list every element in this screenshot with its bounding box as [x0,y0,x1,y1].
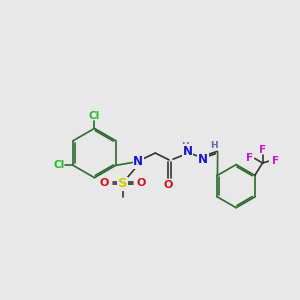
Text: H: H [181,142,188,151]
Text: H: H [210,141,218,150]
Text: S: S [118,177,128,190]
Text: F: F [272,156,279,166]
Text: O: O [137,178,146,188]
Text: Cl: Cl [54,160,65,170]
Text: N: N [183,145,193,158]
Text: O: O [100,178,109,188]
Text: Cl: Cl [89,111,100,121]
Text: O: O [164,180,173,190]
Text: F: F [246,153,253,164]
Text: N: N [198,153,208,166]
Text: F: F [259,145,266,155]
Text: N: N [134,155,143,168]
